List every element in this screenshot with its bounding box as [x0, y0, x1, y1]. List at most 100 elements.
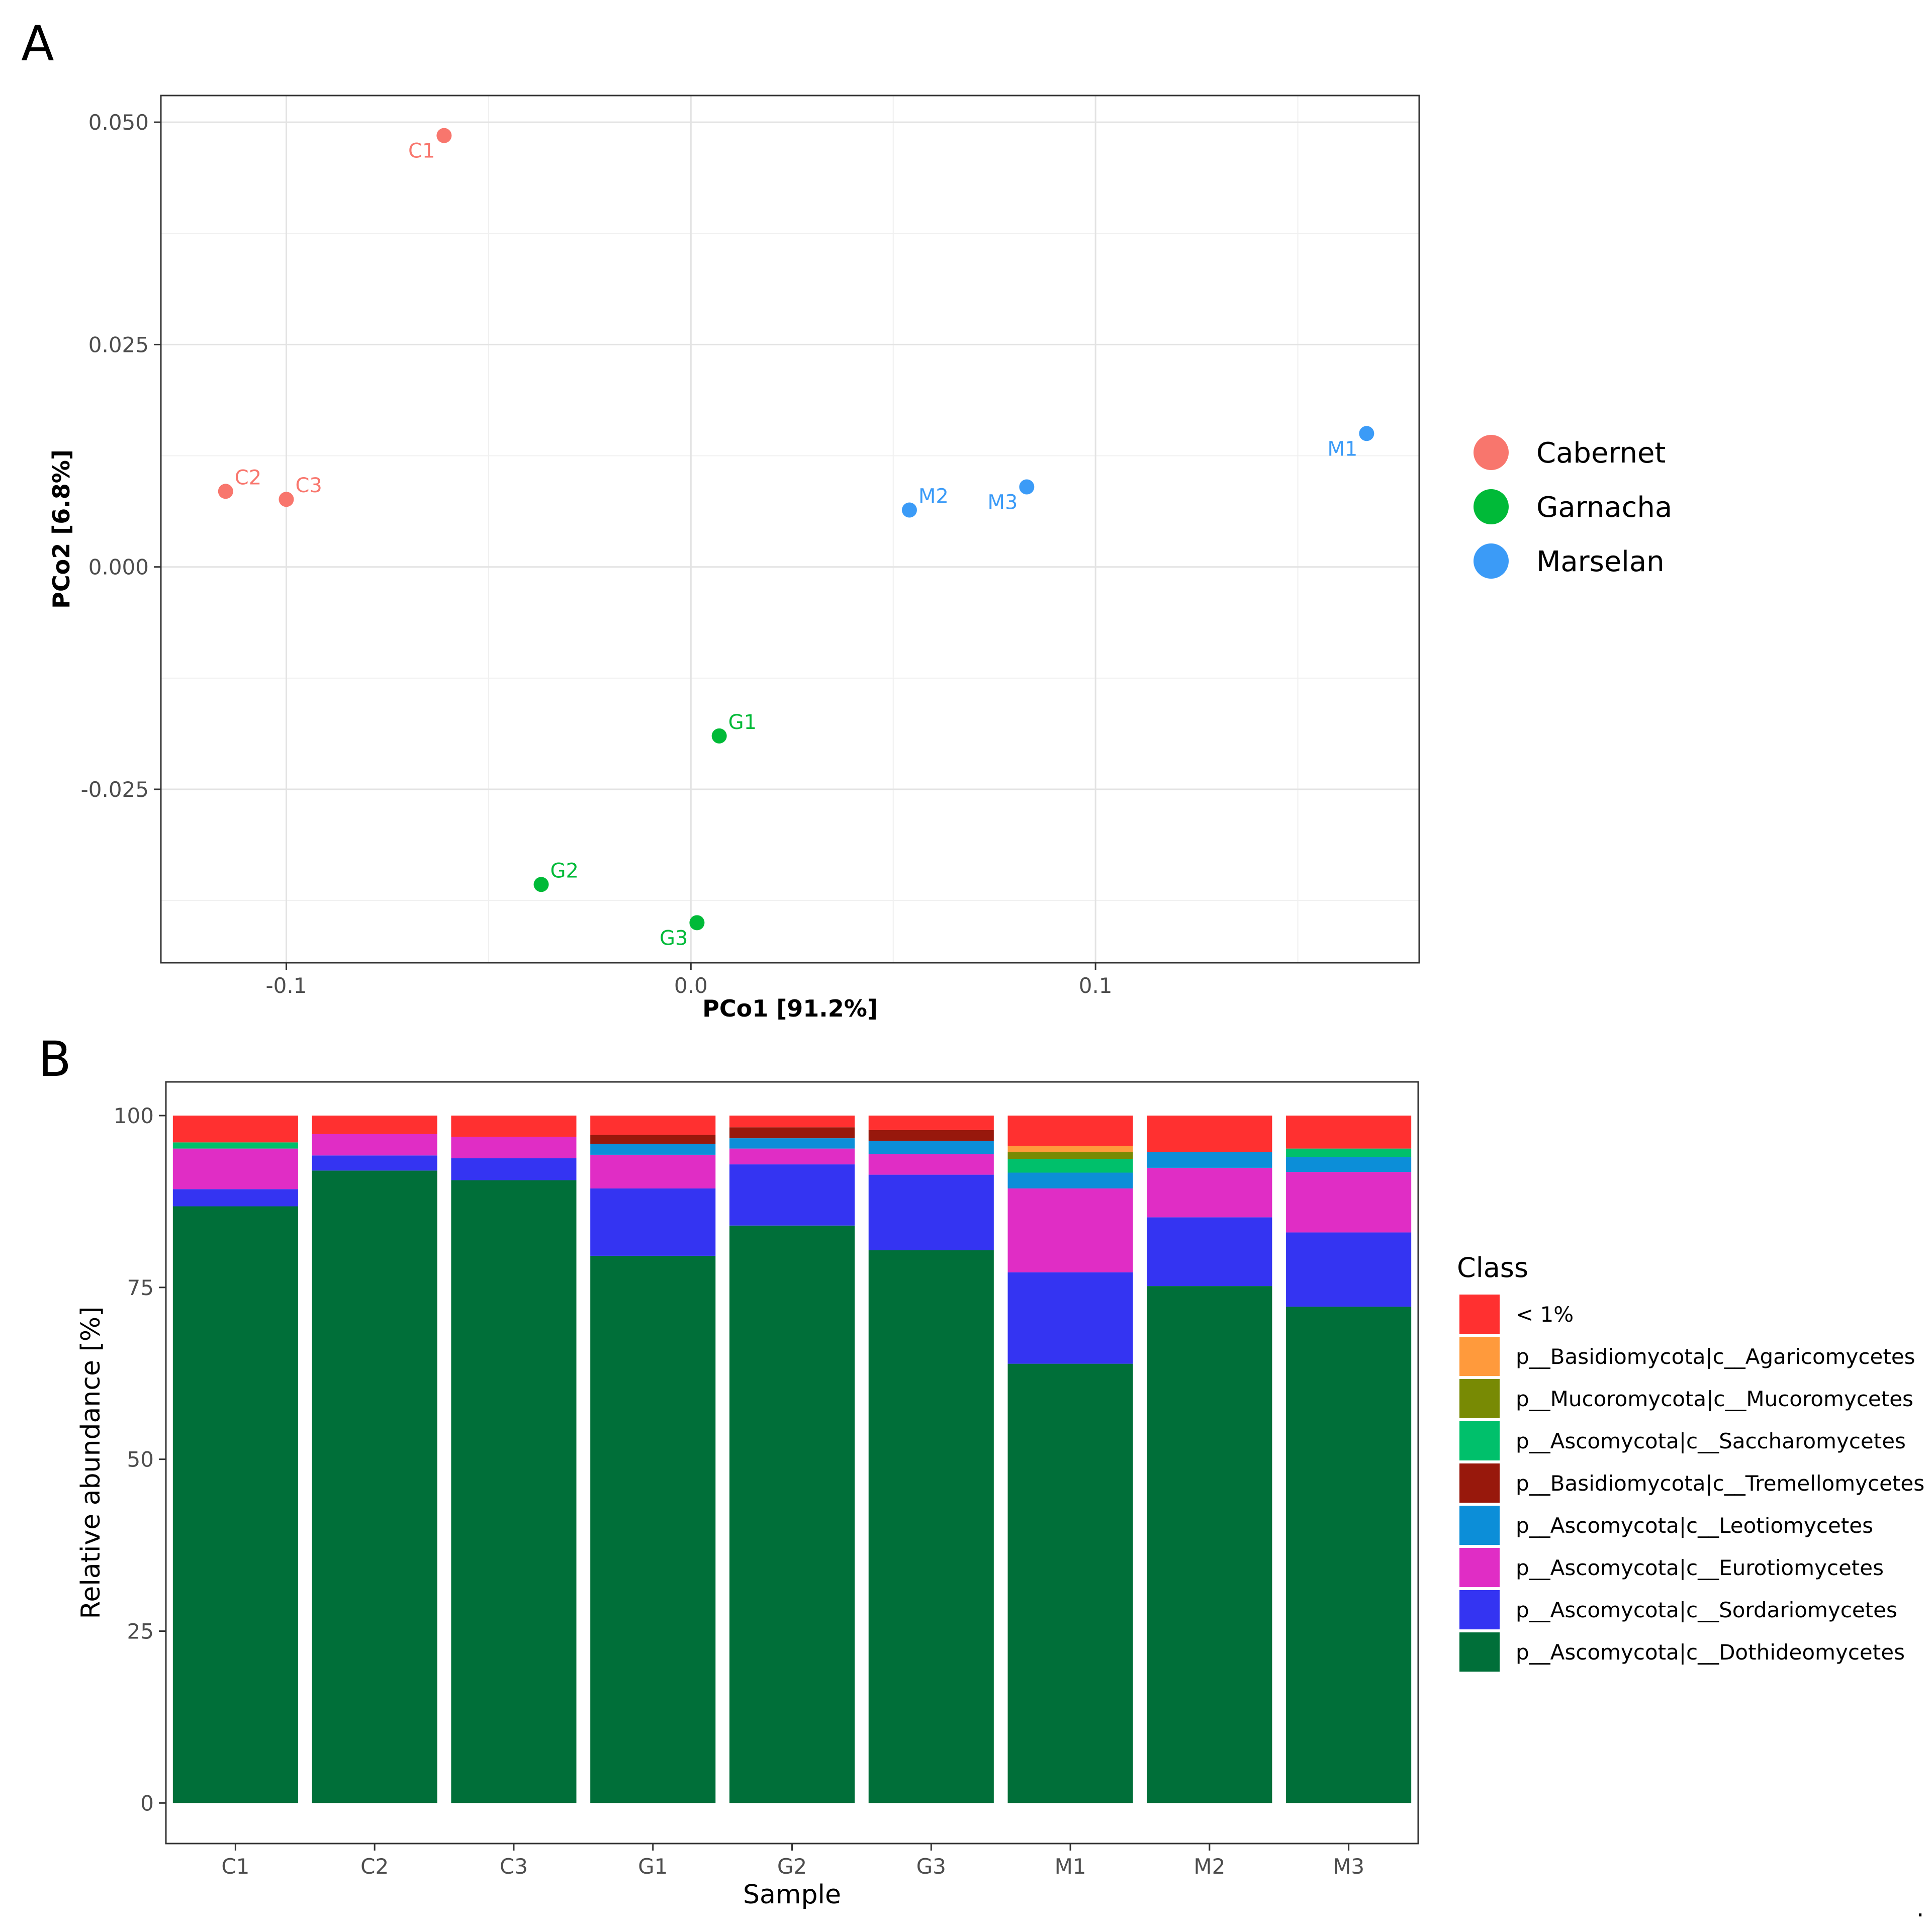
bar-segment-m3 — [1286, 1148, 1412, 1157]
pcoa-point-label-c1: C1 — [408, 140, 435, 163]
bar-segment-m1 — [1007, 1146, 1133, 1152]
abundance-legend-label: p__Ascomycota|c__Leotiomycetes — [1516, 1513, 1873, 1538]
bar-segment-c1 — [172, 1206, 298, 1803]
abundance-x-tick-label: G3 — [916, 1854, 946, 1879]
bar-segment-g2 — [729, 1148, 855, 1165]
abundance-legend-label: p__Ascomycota|c__Saccharomycetes — [1516, 1429, 1906, 1453]
pcoa-point-label-c2: C2 — [235, 466, 261, 489]
bar-segment-g1 — [590, 1144, 716, 1155]
bar-segment-m3 — [1286, 1307, 1412, 1803]
pcoa-legend-label-garnacha: Garnacha — [1536, 491, 1672, 524]
abundance-x-tick-label: M2 — [1193, 1854, 1225, 1879]
abundance-x-tick-label: C3 — [500, 1854, 528, 1879]
pcoa-point-g1 — [711, 728, 727, 744]
bar-segment-m3 — [1286, 1157, 1412, 1172]
abundance-x-tick-label: M1 — [1055, 1854, 1086, 1879]
bar-segment-g3 — [868, 1115, 994, 1130]
abundance-x-axis-title: Sample — [743, 1880, 841, 1910]
bar-segment-c1 — [172, 1148, 298, 1189]
pcoa-legend-key-cabernet — [1474, 435, 1509, 470]
bar-segment-g3 — [868, 1174, 994, 1250]
abundance-legend-title: Class — [1457, 1252, 1528, 1283]
bar-segment-g2 — [729, 1138, 855, 1149]
abundance-x-tick-label: C1 — [221, 1854, 249, 1879]
bar-segment-m2 — [1147, 1115, 1272, 1152]
pcoa-point-c2 — [218, 484, 233, 499]
pcoa-panel-border — [160, 95, 1420, 964]
bar-segment-c3 — [451, 1158, 577, 1180]
pcoa-y-tick-label: 0.000 — [88, 555, 149, 580]
pcoa-point-label-g2: G2 — [550, 859, 579, 882]
bar-segment-c2 — [312, 1170, 437, 1803]
pcoa-y-tick-label: 0.050 — [88, 110, 149, 135]
bar-segment-g3 — [868, 1250, 994, 1803]
bar-segment-m1 — [1007, 1152, 1133, 1159]
pcoa-point-m3 — [1019, 479, 1035, 495]
abundance-legend-key — [1459, 1295, 1500, 1334]
abundance-y-tick-label: 0 — [140, 1791, 154, 1815]
abundance-y-tick-label: 75 — [127, 1275, 154, 1300]
pcoa-legend-key-garnacha — [1474, 489, 1509, 524]
trailing-mark: . — [1916, 1894, 1924, 1922]
abundance-legend-label: p__Ascomycota|c__Eurotiomycetes — [1516, 1555, 1884, 1580]
abundance-legend-label: p__Mucoromycota|c__Mucoromycetes — [1516, 1387, 1913, 1411]
pcoa-x-tick-label: 0.0 — [674, 973, 708, 998]
pcoa-x-axis-title: PCo1 [91.2%] — [702, 995, 878, 1022]
abundance-y-tick-label: 100 — [114, 1104, 154, 1128]
abundance-legend-label: p__Basidiomycota|c__Agaricomycetes — [1516, 1344, 1915, 1369]
bar-segment-m2 — [1147, 1167, 1272, 1218]
bar-segment-g3 — [868, 1154, 994, 1175]
pcoa-point-g2 — [533, 877, 549, 892]
abundance-legend-label: p__Ascomycota|c__Dothideomycetes — [1516, 1640, 1905, 1665]
bar-segment-m1 — [1007, 1159, 1133, 1173]
bar-segment-g2 — [729, 1127, 855, 1139]
bar-segment-g2 — [729, 1115, 855, 1128]
abundance-x-tick-label: C2 — [360, 1854, 389, 1879]
bar-segment-m1 — [1007, 1172, 1133, 1188]
bar-segment-c1 — [172, 1142, 298, 1149]
bar-segment-c2 — [312, 1134, 437, 1156]
pcoa-x-tick-label: 0.1 — [1079, 973, 1113, 998]
pcoa-point-g3 — [689, 915, 705, 931]
abundance-legend-key — [1459, 1463, 1500, 1503]
pcoa-point-label-m3: M3 — [987, 491, 1018, 514]
bar-segment-g1 — [590, 1154, 716, 1188]
bar-segment-g3 — [868, 1130, 994, 1141]
bar-segment-g1 — [590, 1188, 716, 1256]
abundance-axis-ticks: C1 C2 C3 G1 G2 G3 M1 M2 M3 0 25 50 75 100 — [114, 1104, 1364, 1879]
pcoa-x-tick-label: -0.1 — [266, 973, 307, 998]
bar-segment-g1 — [590, 1135, 716, 1144]
bar-segment-m3 — [1286, 1115, 1412, 1149]
abundance-legend-label: < 1% — [1516, 1302, 1574, 1327]
abundance-legend-key — [1459, 1379, 1500, 1418]
abundance-legend-key — [1459, 1421, 1500, 1460]
bar-segment-c2 — [312, 1115, 437, 1134]
bar-segment-m1 — [1007, 1188, 1133, 1272]
bar-segment-m1 — [1007, 1272, 1133, 1364]
bar-segment-m3 — [1286, 1172, 1412, 1233]
bar-segment-g1 — [590, 1255, 716, 1803]
panel-a-letter: A — [21, 16, 54, 72]
abundance-legend-key — [1459, 1632, 1500, 1672]
abundance-y-tick-label: 50 — [127, 1447, 154, 1472]
abundance-stacked-bar-chart: C1 C2 C3 G1 G2 G3 M1 M2 M3 0 25 50 75 100 Sample Rela… — [76, 1081, 1924, 1910]
pcoa-point-label-m2: M2 — [918, 485, 949, 508]
bar-segment-c3 — [451, 1137, 577, 1158]
abundance-x-tick-label: G1 — [638, 1854, 668, 1879]
bar-segment-g1 — [590, 1115, 716, 1135]
abundance-y-tick-label: 25 — [127, 1619, 154, 1643]
pcoa-point-label-g1: G1 — [728, 711, 757, 734]
pcoa-scatter-plot: C1 C2 C3 G1 G2 G3 M1 M2 M3 -0.1 0.0 0.1 0.050 0.025 0… — [48, 95, 1672, 1022]
abundance-legend-key — [1459, 1548, 1500, 1587]
bar-segment-g3 — [868, 1141, 994, 1154]
bar-segment-m2 — [1147, 1286, 1272, 1803]
abundance-y-axis-title: Relative abundance [%] — [76, 1307, 106, 1619]
abundance-x-tick-label: G2 — [777, 1854, 807, 1879]
bar-segment-c2 — [312, 1155, 437, 1171]
pcoa-point-label-g3: G3 — [660, 927, 688, 950]
pcoa-legend: Cabernet Garnacha Marselan — [1474, 435, 1672, 579]
bar-segment-m3 — [1286, 1232, 1412, 1307]
abundance-x-tick-label: M3 — [1333, 1854, 1364, 1879]
bar-segment-g2 — [729, 1164, 855, 1226]
